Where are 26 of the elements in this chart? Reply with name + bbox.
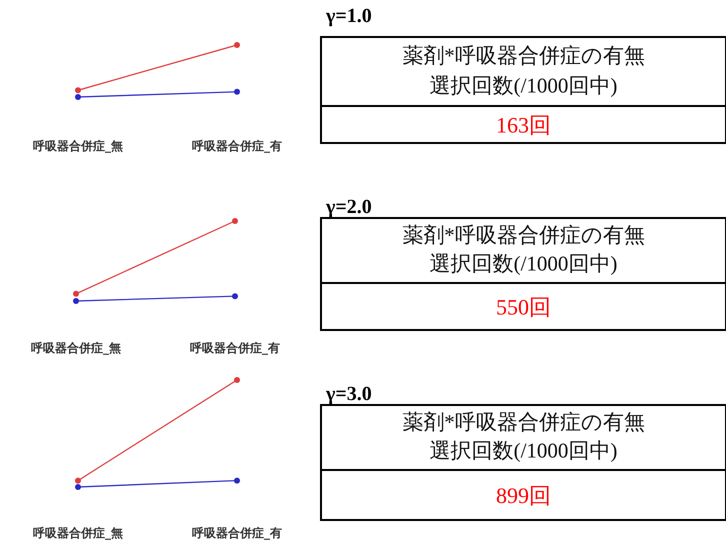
point	[75, 87, 81, 94]
point	[234, 42, 240, 48]
x-tick-label: 呼吸器合併症_有	[192, 139, 282, 153]
x-tick-label: 呼吸器合併症_有	[192, 526, 282, 540]
text: 選択回数(/1000回中)	[430, 74, 618, 98]
text: γ=1.0	[325, 5, 372, 27]
text: 550回	[496, 294, 551, 320]
text: γ=3.0	[325, 383, 372, 405]
point	[75, 94, 81, 100]
text: 899回	[496, 483, 551, 508]
text: 薬剤*呼吸器合併症の有無	[402, 410, 645, 434]
point	[234, 88, 240, 95]
point	[73, 290, 79, 297]
text: 薬剤*呼吸器合併症の有無	[402, 223, 645, 248]
text: 薬剤*呼吸器合併症の有無	[402, 44, 645, 68]
text: γ=2.0	[325, 196, 372, 218]
x-tick-label: 呼吸器合併症_無	[31, 341, 121, 355]
point	[232, 218, 238, 224]
point	[73, 298, 79, 304]
text: 163回	[496, 112, 551, 138]
x-tick-label: 呼吸器合併症_無	[33, 139, 123, 153]
x-tick-label: 呼吸器合併症_無	[33, 526, 123, 540]
text: 選択回数(/1000回中)	[430, 438, 618, 462]
text: 選択回数(/1000回中)	[430, 251, 618, 276]
x-tick-label: 呼吸器合併症_有	[190, 341, 280, 355]
point	[232, 293, 238, 300]
